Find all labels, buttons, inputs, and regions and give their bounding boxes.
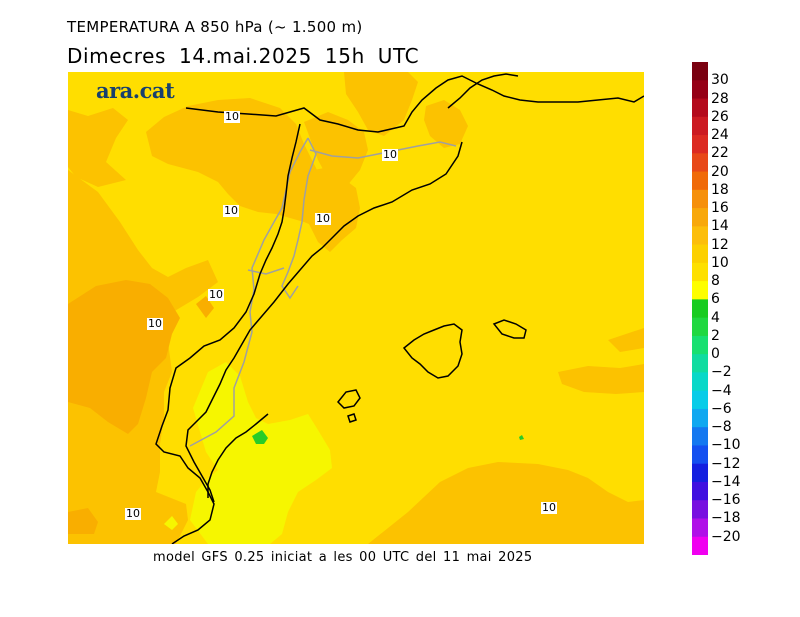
- colorbar-swatch: [692, 427, 708, 446]
- contour-label: 10: [223, 204, 239, 217]
- colorbar-tick-label: −14: [711, 473, 741, 490]
- colorbar-tick-label: 28: [711, 90, 729, 107]
- colorbar-swatch: [692, 80, 708, 100]
- warm-region-central: [300, 168, 360, 252]
- border-france-spain: [155, 123, 301, 544]
- warm-region-pyrenees: [304, 112, 368, 192]
- warm-region-west: [68, 108, 128, 187]
- island-mallorca: [402, 323, 463, 379]
- temperature-colorbar: [692, 62, 708, 555]
- colorbar-swatch: [692, 445, 708, 465]
- colorbar-tick-label: 2: [711, 327, 720, 344]
- colorbar-swatch: [692, 536, 708, 555]
- contour-label: 10: [382, 148, 398, 161]
- contour-label: 10: [147, 317, 163, 330]
- colorbar-tick-label: 22: [711, 145, 729, 162]
- warm-region-cap: [424, 100, 468, 148]
- warm-region-east-strip: [558, 364, 644, 394]
- temperature-map: [68, 72, 644, 544]
- ara-cat-logo: ara.cat: [96, 78, 175, 103]
- colorbar-swatch: [692, 372, 708, 392]
- colorbar-swatch: [692, 408, 708, 428]
- colorbar-tick-label: 14: [711, 218, 729, 235]
- colorbar-swatch: [692, 62, 708, 81]
- colorbar-swatch: [692, 317, 708, 337]
- colorbar-swatch: [692, 135, 708, 154]
- region-borders: [189, 137, 457, 447]
- colorbar-swatch: [692, 354, 708, 373]
- colorbar-swatch: [692, 500, 708, 519]
- contour-label: 10: [315, 212, 331, 225]
- colorbar-tick-label: 4: [711, 309, 720, 326]
- warm-region-north: [146, 98, 343, 232]
- colorbar-swatch: [692, 208, 708, 227]
- colorbar-swatch: [692, 116, 708, 136]
- coastline-gulf-lion: [447, 73, 519, 109]
- colorbar-tick-label: 18: [711, 181, 729, 198]
- colorbar-tick-label: 26: [711, 108, 729, 125]
- colorbar-swatch: [692, 262, 708, 282]
- colorbar-tick-label: −12: [711, 455, 741, 472]
- warm-region-northeast: [344, 72, 418, 136]
- model-run-caption: model GFS 0.25 iniciat a les 00 UTC del …: [153, 550, 533, 565]
- coastline-france: [185, 75, 644, 133]
- contour-label: 10: [541, 501, 557, 514]
- colorbar-tick-label: −10: [711, 437, 741, 454]
- coastline-catalonia-valencia: [185, 141, 463, 503]
- colorbar-tick-label: −16: [711, 492, 741, 509]
- colorbar-swatch: [692, 299, 708, 319]
- colorbar-tick-label: −8: [711, 419, 732, 436]
- colorbar-tick-label: −6: [711, 400, 732, 417]
- colorbar-swatch: [692, 281, 708, 300]
- colorbar-tick-label: 10: [711, 254, 729, 271]
- hot-region-southwest: [68, 508, 98, 534]
- colorbar-tick-label: −4: [711, 382, 732, 399]
- colorbar-tick-label: −2: [711, 364, 732, 381]
- colorbar-swatch: [692, 518, 708, 538]
- colorbar-tick-label: 30: [711, 72, 729, 89]
- green-region-cap: [252, 430, 268, 444]
- colorbar-swatch: [692, 226, 708, 246]
- colorbar-swatch: [692, 244, 708, 264]
- colorbar-tick-label: 12: [711, 236, 729, 253]
- colorbar-tick-label: 24: [711, 127, 729, 144]
- island-formentera: [347, 413, 357, 423]
- colorbar-tick-label: −20: [711, 528, 741, 545]
- coastline-alicante: [207, 413, 269, 498]
- colorbar-swatch: [692, 171, 708, 191]
- island-ibiza: [336, 389, 361, 409]
- chart-subtitle: Dimecres 14.mai.2025 15h UTC: [67, 44, 420, 68]
- colorbar-tick-label: 20: [711, 163, 729, 180]
- colorbar-swatch: [692, 98, 708, 118]
- cool-region-small: [164, 516, 178, 530]
- cool-region-valencia: [190, 362, 332, 544]
- colorbar-tick-label: 8: [711, 273, 720, 290]
- colorbar-tick-label: −18: [711, 510, 741, 527]
- colorbar-tick-label: 16: [711, 200, 729, 217]
- warm-region-southeast: [368, 462, 644, 544]
- contour-label: 10: [125, 507, 141, 520]
- colorbar-tick-label: 0: [711, 346, 720, 363]
- colorbar-swatch: [692, 335, 708, 355]
- colorbar-swatch: [692, 189, 708, 209]
- island-menorca: [492, 319, 527, 339]
- green-dot: [519, 435, 524, 440]
- contour-label: 10: [224, 110, 240, 123]
- hot-region-small: [196, 296, 214, 318]
- contour-label: 10: [208, 288, 224, 301]
- colorbar-swatch: [692, 481, 708, 501]
- colorbar-swatch: [692, 153, 708, 173]
- colorbar-tick-label: 6: [711, 291, 720, 308]
- chart-title: TEMPERATURA A 850 hPa (~ 1.500 m): [67, 18, 363, 36]
- colorbar-swatch: [692, 390, 708, 410]
- colorbar-swatch: [692, 463, 708, 483]
- warm-region-far-east: [608, 328, 644, 352]
